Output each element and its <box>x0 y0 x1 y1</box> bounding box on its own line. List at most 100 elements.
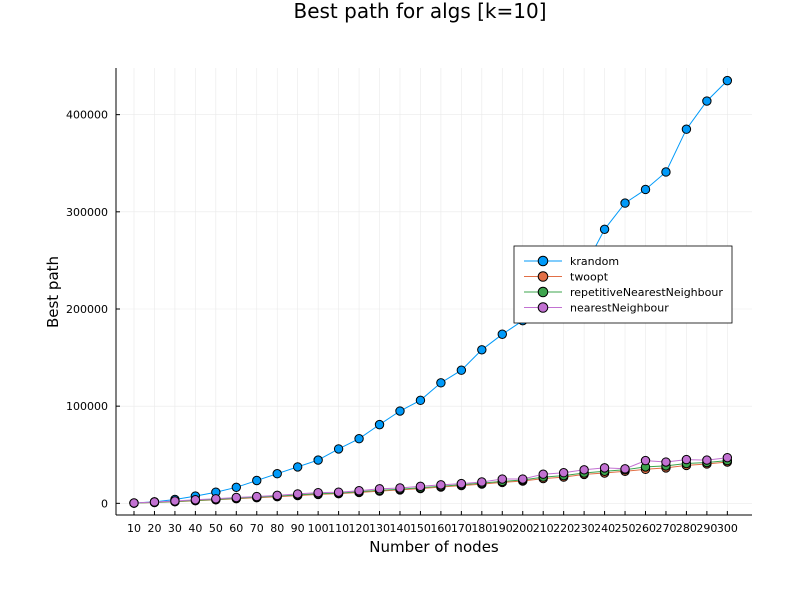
data-point <box>558 468 569 478</box>
x-tick-label: 240 <box>594 522 615 535</box>
data-point <box>211 494 221 504</box>
data-point <box>395 483 405 493</box>
y-tick-label: 300000 <box>66 206 108 219</box>
x-tick-label: 160 <box>430 522 451 535</box>
axis-layer: 10 20 30 40 50 60 70 80 90 100 110 120 130 140 150 160 1… <box>66 68 752 535</box>
data-point <box>599 224 610 235</box>
x-tick-label: 210 <box>533 522 554 535</box>
data-point <box>620 464 630 474</box>
data-point <box>231 492 242 503</box>
x-tick-label: 70 <box>250 522 264 535</box>
x-tick-label: 130 <box>369 522 390 535</box>
data-point <box>415 481 426 492</box>
x-tick-label: 150 <box>410 522 431 535</box>
x-tick-label: 40 <box>188 522 202 535</box>
x-tick-label: 110 <box>328 522 349 535</box>
x-tick-label: 220 <box>553 522 574 535</box>
y-tick-label: 0 <box>101 497 108 510</box>
x-tick-label: 140 <box>389 522 410 535</box>
legend-item: krandom <box>524 255 619 268</box>
x-tick-label: 250 <box>615 522 636 535</box>
x-tick-label: 80 <box>270 522 284 535</box>
x-tick-label: 270 <box>655 522 676 535</box>
data-point <box>702 96 712 106</box>
legend-label: repetitiveNearestNeighbour <box>570 286 723 299</box>
data-point <box>415 395 426 406</box>
data-point <box>477 477 487 487</box>
data-point <box>354 486 364 496</box>
data-point <box>599 463 610 473</box>
data-point <box>252 491 262 502</box>
legend-label: twoopt <box>570 271 609 284</box>
data-point <box>292 489 303 499</box>
legend-marker <box>537 271 549 282</box>
x-axis-label: Number of nodes <box>369 538 499 556</box>
data-point <box>456 365 467 375</box>
x-tick-label: 260 <box>635 522 656 535</box>
data-point <box>620 198 630 208</box>
data-point <box>722 75 733 86</box>
legend-label: nearestNeighbour <box>570 302 669 315</box>
y-axis-label: Best path <box>44 256 62 328</box>
data-point <box>395 406 405 416</box>
legend-item: twoopt <box>524 271 609 284</box>
x-tick-label: 180 <box>471 522 492 535</box>
data-point <box>354 434 364 444</box>
data-point <box>661 167 671 177</box>
y-tick-label: 100000 <box>66 400 108 413</box>
data-point <box>497 474 507 484</box>
x-tick-label: 200 <box>512 522 533 535</box>
x-tick-label: 50 <box>209 522 223 535</box>
data-point <box>722 452 733 463</box>
data-point <box>538 469 548 479</box>
data-point <box>497 329 507 339</box>
data-point <box>374 484 385 494</box>
data-point <box>231 482 242 493</box>
data-point <box>681 454 692 465</box>
data-point <box>436 378 446 388</box>
data-point <box>661 457 671 467</box>
legend: krandom twoopt repetitiveNearestNeighbour n… <box>513 245 733 324</box>
data-point <box>640 455 651 466</box>
data-point <box>436 480 446 490</box>
x-tick-label: 170 <box>451 522 472 535</box>
data-point <box>579 465 589 475</box>
data-point <box>518 474 528 484</box>
series-nearestNeighbour <box>129 452 733 508</box>
data-point <box>313 487 323 498</box>
data-point <box>333 444 344 454</box>
legend-marker <box>537 286 549 298</box>
x-tick-label: 290 <box>696 522 717 535</box>
x-tick-label: 30 <box>168 522 182 535</box>
legend-marker <box>537 302 549 313</box>
x-tick-label: 20 <box>147 522 161 535</box>
x-tick-label: 300 <box>717 522 738 535</box>
legend-item: repetitiveNearestNeighbour <box>524 286 723 299</box>
legend-box <box>513 245 733 324</box>
legend-marker <box>537 255 549 267</box>
legend-label: krandom <box>570 255 619 268</box>
x-tick-label: 190 <box>492 522 513 535</box>
series-layer <box>129 75 733 508</box>
data-point <box>170 496 180 506</box>
data-point <box>477 345 487 355</box>
data-point <box>272 469 282 479</box>
data-point <box>640 184 651 195</box>
data-point <box>333 487 344 497</box>
data-point <box>456 478 467 489</box>
data-point <box>252 475 262 486</box>
chart-title: Best path for algs [k=10] <box>293 0 546 23</box>
data-point <box>149 497 160 507</box>
x-tick-label: 120 <box>349 522 370 535</box>
x-tick-label: 60 <box>229 522 243 535</box>
legend-item: nearestNeighbour <box>524 302 669 315</box>
x-tick-label: 100 <box>308 522 329 535</box>
data-point <box>292 462 303 472</box>
data-point <box>374 419 385 430</box>
data-point <box>702 455 712 465</box>
x-tick-label: 90 <box>291 522 305 535</box>
y-tick-label: 400000 <box>66 109 108 122</box>
x-tick-label: 10 <box>127 522 141 535</box>
